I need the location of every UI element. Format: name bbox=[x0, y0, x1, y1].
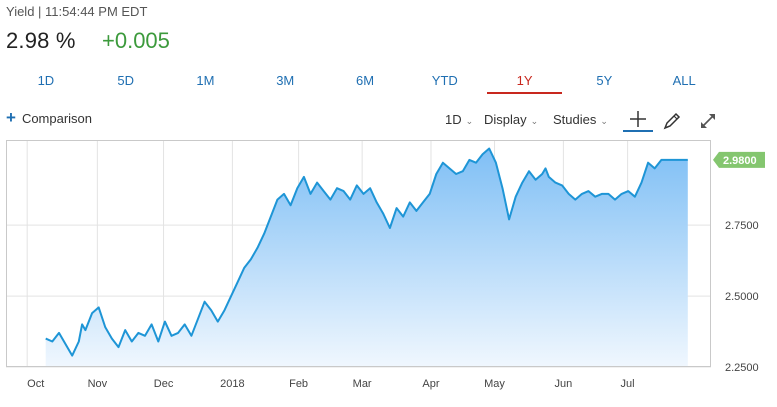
crosshair-icon bbox=[630, 111, 646, 127]
tab-1d[interactable]: 1D bbox=[37, 73, 55, 88]
chart-toolbar: 1D ⌄ Display ⌄ Studies ⌄ bbox=[0, 108, 777, 132]
plus-icon: + bbox=[6, 108, 16, 127]
x-tick-label: 2018 bbox=[220, 378, 244, 390]
last-value-label: 2.9800 bbox=[723, 155, 757, 167]
display-label: Display bbox=[484, 112, 527, 127]
plot-border bbox=[6, 140, 711, 367]
comparison-button[interactable]: + Comparison bbox=[6, 108, 93, 127]
price-area bbox=[45, 148, 688, 367]
studies-label: Studies bbox=[553, 112, 597, 127]
quote-change: +0.005 bbox=[102, 28, 170, 53]
chevron-down-icon: ⌄ bbox=[465, 116, 474, 126]
y-tick-label: 2.5000 bbox=[725, 291, 759, 303]
draw-button[interactable] bbox=[662, 111, 682, 131]
expand-icon bbox=[701, 114, 715, 128]
range-tabs: 1D 5D 1M 3M 6M YTD 1Y 5Y ALL bbox=[6, 72, 724, 94]
x-tick-label: Apr bbox=[422, 378, 439, 390]
comparison-label: Comparison bbox=[21, 110, 93, 126]
tab-1y[interactable]: 1Y bbox=[485, 72, 565, 94]
chevron-down-icon: ⌄ bbox=[600, 116, 608, 126]
x-tick-label: Jul bbox=[621, 378, 635, 390]
x-tick-label: Jun bbox=[555, 378, 573, 390]
tab-1m[interactable]: 1M bbox=[196, 73, 215, 88]
y-tick-label: 2.7500 bbox=[725, 220, 759, 232]
x-tick-label: Dec bbox=[154, 378, 174, 390]
interval-dropdown[interactable]: 1D ⌄ bbox=[445, 112, 473, 127]
price-chart[interactable]: 2.2500 2.5000 2.7500 Oct Nov Dec 2018 Feb Mar Ap… bbox=[6, 140, 766, 400]
expand-button[interactable] bbox=[698, 111, 718, 131]
tab-6m[interactable]: 6M bbox=[355, 73, 375, 88]
quote-subtitle: Yield | 11:54:44 PM EDT bbox=[6, 4, 148, 19]
chevron-down-icon: ⌄ bbox=[530, 116, 539, 126]
tab-ytd[interactable]: YTD bbox=[431, 73, 458, 88]
x-tick-label: Mar bbox=[353, 378, 372, 390]
display-dropdown[interactable]: Display ⌄ bbox=[484, 112, 538, 127]
x-tick-label: Nov bbox=[88, 378, 108, 390]
last-value-badge: 2.9800 bbox=[713, 151, 765, 168]
tab-5y[interactable]: 5Y bbox=[596, 73, 613, 88]
tab-3m[interactable]: 3M bbox=[276, 73, 295, 88]
studies-dropdown[interactable]: Studies ⌄ bbox=[553, 112, 608, 127]
x-tick-label: May bbox=[484, 378, 505, 390]
chart-area[interactable]: 2.2500 2.5000 2.7500 Oct Nov Dec 2018 Feb Mar Ap… bbox=[6, 140, 766, 400]
tab-all[interactable]: ALL bbox=[672, 73, 696, 88]
x-tick-label: Oct bbox=[27, 378, 44, 390]
price-line bbox=[45, 147, 688, 357]
quote-price: 2.98 % bbox=[6, 28, 76, 53]
pencil-icon bbox=[663, 112, 681, 130]
tab-5d[interactable]: 5D bbox=[117, 73, 134, 88]
y-tick-label: 2.2500 bbox=[725, 362, 759, 374]
x-tick-label: Feb bbox=[289, 378, 308, 390]
crosshair-button[interactable] bbox=[623, 108, 653, 132]
interval-label: 1D bbox=[445, 112, 462, 127]
